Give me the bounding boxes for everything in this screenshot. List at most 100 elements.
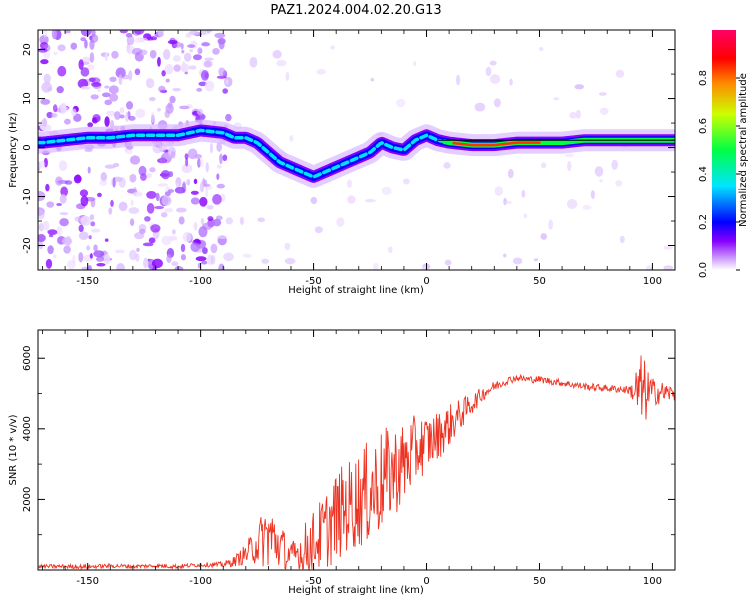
spectral-noise-blob	[310, 196, 318, 205]
snr-x-axis: -150 -100 -50 0 50 100	[42, 330, 676, 587]
spectral-noise-blob	[114, 249, 126, 254]
spectral-noise-blob	[190, 190, 199, 195]
spectral-noise-blob	[201, 260, 208, 265]
spectral-noise-blob	[443, 162, 451, 169]
y-tick-label: 20	[22, 43, 33, 56]
spectral-noise-blob	[619, 235, 625, 244]
spectral-noise-blob	[421, 266, 426, 270]
spectral-noise-blob	[157, 56, 161, 67]
spectrogram-x-axis: -150 -100 -50 0 50 100	[42, 30, 676, 287]
spectral-noise-blob	[206, 205, 214, 210]
spectral-noise-blob	[96, 116, 101, 122]
spectral-noise-blob	[80, 67, 90, 77]
spectral-noise-blob	[164, 63, 174, 75]
spectral-noise-blob	[174, 266, 184, 270]
colorbar-tick-label: 0.0	[698, 262, 709, 278]
spectral-noise-blob	[204, 57, 214, 61]
spectral-noise-blob	[89, 35, 93, 41]
x-tick-label: 100	[643, 276, 662, 287]
spectral-noise-blob	[200, 70, 209, 81]
spectral-noise-blob	[194, 154, 202, 159]
spectral-noise-blob	[148, 237, 156, 244]
spectral-noise-blob	[567, 160, 572, 172]
spectral-noise-blob	[615, 179, 623, 187]
spectral-noise-blob	[64, 118, 71, 125]
spectral-noise-blob	[91, 117, 98, 124]
spectral-noise-blob	[118, 201, 128, 212]
spectral-noise-blob	[150, 36, 158, 41]
spectral-noise-blob	[154, 205, 165, 210]
spectral-noise-blob	[125, 32, 133, 38]
spectral-noise-blob	[285, 71, 290, 81]
spectral-noise-blob	[178, 216, 185, 225]
spectral-noise-blob	[91, 30, 96, 38]
spectral-noise-blob	[100, 171, 108, 182]
spectral-noise-blob	[42, 220, 50, 231]
spectral-noise-blob	[80, 195, 89, 207]
spectral-noise-blob	[169, 95, 176, 104]
spectral-noise-blob	[126, 35, 135, 46]
x-tick-label: -150	[76, 576, 99, 587]
spectral-noise-blob	[40, 59, 49, 65]
spectral-noise-blob	[196, 87, 203, 92]
spectral-noise-blob	[575, 109, 581, 119]
snr-x-label: Height of straight line (km)	[288, 585, 424, 596]
spectral-noise-blob	[169, 235, 178, 241]
spectral-noise-blob	[179, 105, 190, 110]
spectral-noise-blob	[185, 158, 189, 167]
spectral-noise-blob	[38, 234, 46, 242]
spectral-noise-blob	[146, 190, 157, 199]
spectral-noise-blob	[45, 258, 53, 269]
spectral-noise-blob	[64, 180, 73, 185]
spectral-noise-blob	[188, 65, 197, 70]
spectral-noise-blob	[56, 202, 62, 207]
spectral-noise-blob	[336, 217, 345, 227]
spectral-noise-blob	[172, 55, 181, 62]
spectral-noise-blob	[218, 263, 225, 270]
colorbar-gradient	[712, 30, 736, 270]
spectral-noise-blob	[119, 30, 128, 34]
spectral-noise-blob	[130, 199, 134, 207]
spectral-noise-blob	[80, 86, 91, 90]
spectral-noise-blob	[216, 164, 222, 169]
spectral-noise-blob	[364, 198, 376, 203]
spectral-noise-blob	[87, 64, 95, 71]
spectral-noise-blob	[78, 231, 89, 241]
spectral-noise-blob	[180, 254, 186, 261]
spectral-noise-blob	[167, 102, 173, 109]
spectral-noise-blob	[80, 30, 92, 37]
spectral-noise-blob	[212, 218, 222, 227]
spectral-noise-blob	[316, 68, 327, 75]
spectral-noise-blob	[197, 47, 203, 55]
spectral-noise-blob	[109, 93, 119, 102]
spectral-noise-blob	[180, 243, 186, 253]
spectral-noise-blob	[199, 158, 204, 168]
spectral-noise-blob	[90, 77, 101, 84]
spectral-noise-blob	[444, 259, 452, 266]
spectral-noise-blob	[57, 65, 67, 77]
spectral-noise-blob	[144, 216, 151, 222]
spectral-noise-blob	[149, 167, 156, 173]
spectral-noise-blob	[388, 246, 393, 254]
spectral-noise-blob	[90, 82, 102, 87]
spectral-noise-blob	[222, 154, 228, 162]
spectral-noise-blob	[219, 153, 223, 165]
spectral-noise-blob	[494, 186, 503, 196]
spectral-noise-blob	[139, 228, 146, 235]
spectral-noise-blob	[222, 88, 228, 94]
spectral-noise-blob	[97, 87, 102, 93]
spectral-noise-blob	[79, 189, 89, 197]
spectral-noise-blob	[46, 111, 54, 119]
x-tick-label: 0	[423, 276, 429, 287]
spectral-noise-blob	[164, 208, 174, 213]
spectral-noise-blob	[210, 254, 216, 265]
spectral-noise-blob	[59, 218, 69, 227]
spectral-noise-blob	[187, 44, 196, 48]
spectral-noise-blob	[38, 47, 48, 53]
spectral-noise-blob	[396, 98, 406, 108]
spectral-noise-blob	[346, 179, 353, 188]
spectral-noise-blob	[599, 178, 604, 183]
spectral-noise-blob	[216, 142, 223, 152]
